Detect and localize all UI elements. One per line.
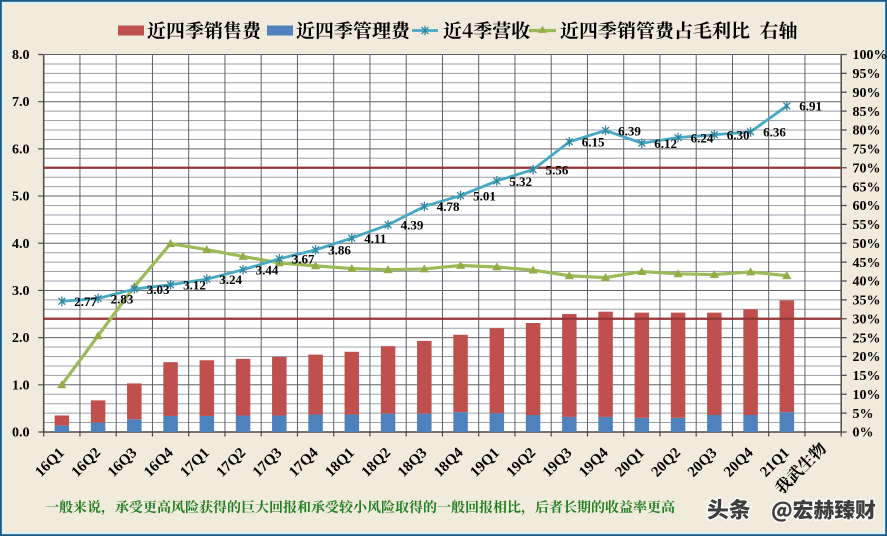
svg-text:6.30: 6.30 bbox=[727, 128, 750, 143]
svg-text:100%: 100% bbox=[853, 48, 887, 63]
svg-text:1.0: 1.0 bbox=[12, 378, 30, 393]
svg-text:50%: 50% bbox=[853, 237, 881, 252]
svg-text:4.0: 4.0 bbox=[12, 237, 30, 252]
svg-text:4.78: 4.78 bbox=[437, 199, 460, 214]
svg-text:30%: 30% bbox=[853, 312, 881, 327]
svg-text:0.0: 0.0 bbox=[12, 426, 30, 441]
svg-text:6.15: 6.15 bbox=[582, 135, 605, 150]
svg-text:3.03: 3.03 bbox=[147, 282, 170, 297]
svg-text:10%: 10% bbox=[853, 388, 881, 403]
svg-text:5.56: 5.56 bbox=[546, 162, 569, 177]
svg-text:3.0: 3.0 bbox=[12, 284, 30, 299]
svg-text:5.32: 5.32 bbox=[509, 174, 532, 189]
svg-text:8.0: 8.0 bbox=[12, 48, 30, 63]
svg-text:80%: 80% bbox=[853, 124, 881, 139]
svg-text:5.01: 5.01 bbox=[473, 188, 496, 203]
svg-text:6.91: 6.91 bbox=[799, 99, 822, 114]
svg-text:75%: 75% bbox=[853, 143, 881, 158]
svg-text:6.24: 6.24 bbox=[691, 130, 714, 145]
svg-text:70%: 70% bbox=[853, 161, 881, 176]
svg-text:3.12: 3.12 bbox=[183, 278, 206, 293]
svg-text:6.36: 6.36 bbox=[763, 125, 786, 140]
svg-text:95%: 95% bbox=[853, 67, 881, 82]
svg-text:7.0: 7.0 bbox=[12, 95, 30, 110]
svg-text:6.12: 6.12 bbox=[654, 136, 677, 151]
svg-text:3.44: 3.44 bbox=[256, 263, 279, 278]
svg-text:5%: 5% bbox=[853, 407, 874, 422]
svg-text:60%: 60% bbox=[853, 199, 881, 214]
svg-text:90%: 90% bbox=[853, 86, 881, 101]
svg-text:4.39: 4.39 bbox=[401, 218, 424, 233]
svg-text:2.83: 2.83 bbox=[111, 291, 134, 306]
svg-text:2.0: 2.0 bbox=[12, 331, 30, 346]
svg-text:6.0: 6.0 bbox=[12, 142, 30, 157]
svg-text:25%: 25% bbox=[853, 331, 881, 346]
svg-text:5.0: 5.0 bbox=[12, 190, 30, 205]
svg-text:65%: 65% bbox=[853, 180, 881, 195]
svg-text:35%: 35% bbox=[853, 294, 881, 309]
svg-text:3.67: 3.67 bbox=[292, 252, 315, 267]
svg-text:3.86: 3.86 bbox=[328, 243, 351, 258]
svg-text:85%: 85% bbox=[853, 105, 881, 120]
svg-text:15%: 15% bbox=[853, 369, 881, 384]
svg-text:4.11: 4.11 bbox=[364, 231, 386, 246]
svg-text:0%: 0% bbox=[853, 426, 874, 441]
svg-text:55%: 55% bbox=[853, 218, 881, 233]
svg-text:45%: 45% bbox=[853, 256, 881, 271]
svg-text:3.24: 3.24 bbox=[219, 272, 242, 287]
svg-text:6.39: 6.39 bbox=[618, 123, 641, 138]
svg-text:2.77: 2.77 bbox=[74, 294, 97, 309]
svg-text:20%: 20% bbox=[853, 350, 881, 365]
svg-text:40%: 40% bbox=[853, 275, 881, 290]
